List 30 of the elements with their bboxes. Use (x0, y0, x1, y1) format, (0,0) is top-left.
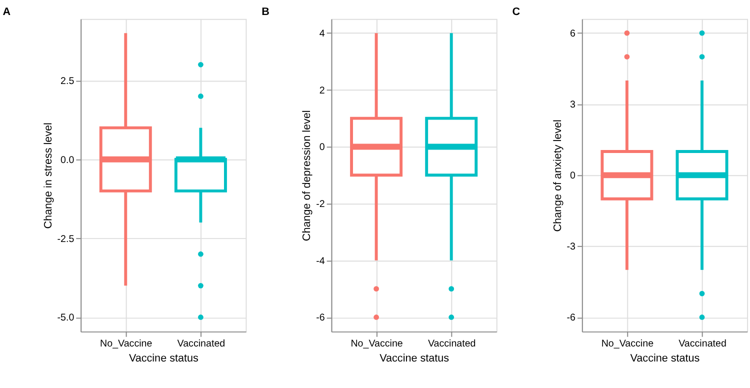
y-tick-label: -2.5 (57, 234, 75, 245)
x-tick-label: No_Vaccine (350, 338, 404, 350)
y-axis-title: Change of depression level (301, 110, 314, 242)
x-tick-label: Vaccinated (177, 338, 226, 350)
x-tick-label: No_Vaccine (601, 338, 654, 350)
y-tick-label: 0 (570, 170, 576, 182)
y-tick-label: -6 (566, 312, 576, 324)
y-tick-label: -4 (316, 256, 326, 267)
x-axis-title: Vaccine status (128, 352, 199, 364)
y-axis-title: Change of anxiety level (552, 120, 564, 232)
y-tick-label: -5.0 (57, 312, 75, 324)
y-tick-label: -2 (316, 199, 325, 210)
y-tick-label: -3 (566, 242, 576, 253)
x-axis-title: Vaccine status (380, 352, 450, 364)
x-tick-label: No_Vaccine (100, 338, 153, 350)
y-tick-label: 6 (570, 28, 576, 40)
x-tick-label: Vaccinated (678, 338, 726, 350)
y-tick-label: 2.5 (60, 76, 75, 87)
chart-title: A (2, 6, 11, 18)
y-tick-label: 3 (570, 100, 576, 111)
y-tick-label: -6 (316, 312, 326, 324)
x-axis-title: Vaccine status (630, 352, 700, 364)
x-tick-label: Vaccinated (428, 338, 476, 350)
chart-title: B (262, 6, 270, 18)
chart-title: C (512, 6, 520, 18)
y-tick-label: 0 (319, 142, 326, 154)
y-tick-label: 0.0 (60, 154, 75, 166)
y-tick-label: 4 (319, 28, 326, 40)
y-axis-title: Change in stress level (42, 122, 54, 229)
y-tick-label: 2 (319, 85, 325, 96)
